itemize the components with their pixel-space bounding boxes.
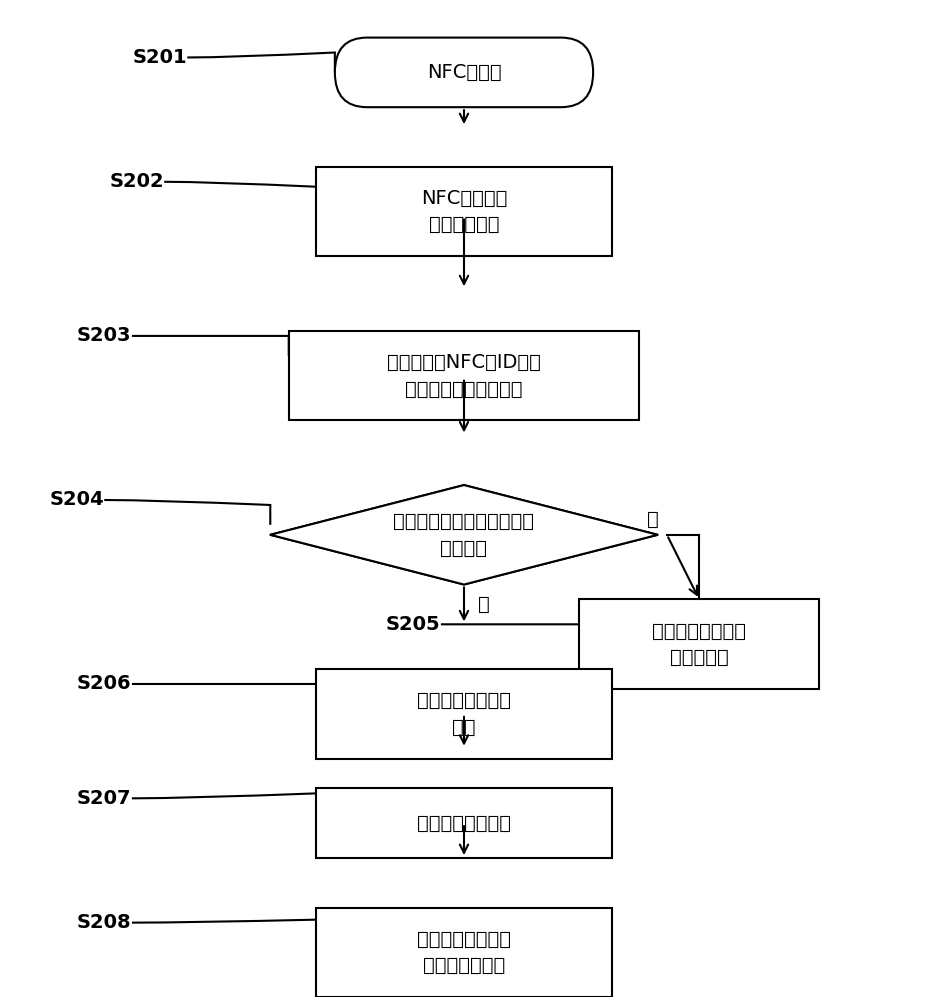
Text: 管理平台判断是否在开锁区
域范围内: 管理平台判断是否在开锁区 域范围内 (393, 512, 534, 558)
Text: NFC感应模块
接收开锁信号: NFC感应模块 接收开锁信号 (420, 189, 507, 234)
Text: 控制电磁驱动模块
对锁具进行开锁: 控制电磁驱动模块 对锁具进行开锁 (416, 930, 511, 975)
Bar (316, 669, 611, 759)
Text: 提示非法开锁，然
后禁止开锁: 提示非法开锁，然 后禁止开锁 (652, 621, 745, 667)
Text: NFC卡开锁: NFC卡开锁 (426, 63, 501, 82)
Bar (316, 908, 611, 997)
Bar (578, 599, 819, 689)
Text: 是: 是 (477, 595, 489, 614)
Polygon shape (270, 485, 657, 585)
Text: 否: 否 (646, 510, 658, 529)
Text: S205: S205 (386, 615, 440, 634)
Bar (288, 331, 639, 420)
Text: S206: S206 (77, 674, 132, 693)
FancyBboxPatch shape (335, 38, 592, 107)
Bar (316, 788, 611, 858)
Text: 通讯模块将NFC卡ID和定
位信息反馈到管理平台: 通讯模块将NFC卡ID和定 位信息反馈到管理平台 (387, 353, 540, 398)
Text: S202: S202 (109, 172, 164, 191)
Text: S201: S201 (133, 48, 186, 67)
Text: 通讯模块接收指令: 通讯模块接收指令 (416, 814, 511, 833)
Text: S203: S203 (77, 326, 132, 345)
Text: S204: S204 (49, 490, 104, 509)
Text: S208: S208 (77, 913, 132, 932)
Text: S207: S207 (77, 789, 132, 808)
Bar (316, 167, 611, 256)
Text: 管理平台下发开锁
指令: 管理平台下发开锁 指令 (416, 691, 511, 737)
